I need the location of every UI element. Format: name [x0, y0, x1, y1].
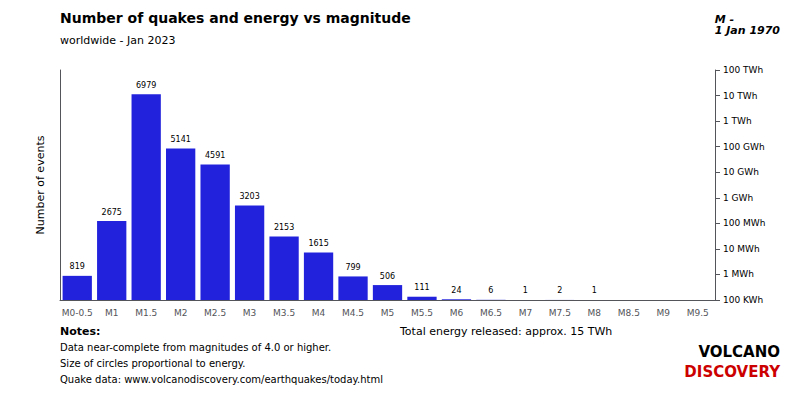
svg-text:10 GWh: 10 GWh — [723, 167, 759, 177]
svg-text:4591: 4591 — [205, 151, 225, 160]
svg-text:Total energy released: approx.: Total energy released: approx. 15 TWh — [399, 325, 612, 338]
svg-text:DISCOVERY: DISCOVERY — [684, 363, 781, 381]
svg-text:6: 6 — [488, 286, 493, 295]
svg-text:1 MWh: 1 MWh — [723, 269, 754, 279]
svg-text:1: 1 — [592, 286, 597, 295]
svg-text:M7: M7 — [519, 308, 533, 318]
svg-text:Notes:: Notes: — [60, 325, 100, 338]
svg-text:worldwide - Jan 2023: worldwide - Jan 2023 — [60, 34, 176, 47]
svg-text:M7.5: M7.5 — [549, 308, 571, 318]
svg-text:M3.5: M3.5 — [273, 308, 295, 318]
svg-text:M4: M4 — [312, 308, 326, 318]
svg-text:3203: 3203 — [239, 192, 259, 201]
svg-text:1 GWh: 1 GWh — [723, 193, 753, 203]
svg-text:Quake data: www.volcanodiscove: Quake data: www.volcanodiscovery.com/ear… — [60, 374, 383, 385]
svg-text:100 GWh: 100 GWh — [723, 142, 765, 152]
svg-text:Number of events: Number of events — [34, 135, 47, 234]
svg-text:1615: 1615 — [308, 239, 328, 248]
svg-text:10 MWh: 10 MWh — [723, 244, 760, 254]
svg-text:1 Jan 1970: 1 Jan 1970 — [715, 24, 781, 37]
svg-text:799: 799 — [345, 263, 360, 272]
svg-text:100 TWh: 100 TWh — [723, 65, 763, 75]
svg-text:2: 2 — [557, 286, 562, 295]
svg-text:1: 1 — [523, 286, 528, 295]
svg-text:M8.5: M8.5 — [618, 308, 640, 318]
svg-text:2675: 2675 — [102, 208, 122, 217]
svg-text:506: 506 — [380, 272, 395, 281]
svg-text:100 MWh: 100 MWh — [723, 218, 765, 228]
svg-text:111: 111 — [414, 283, 429, 292]
svg-text:10 TWh: 10 TWh — [723, 91, 757, 101]
svg-text:M9: M9 — [657, 308, 671, 318]
svg-text:M4.5: M4.5 — [342, 308, 364, 318]
svg-text:M3: M3 — [243, 308, 256, 318]
svg-text:100 KWh: 100 KWh — [723, 295, 763, 305]
svg-text:Number of quakes and energy vs: Number of quakes and energy vs magnitude — [60, 10, 411, 26]
svg-text:M6.5: M6.5 — [480, 308, 502, 318]
svg-text:M9.5: M9.5 — [687, 308, 709, 318]
svg-text:5141: 5141 — [170, 135, 190, 144]
svg-text:2153: 2153 — [274, 223, 294, 232]
svg-text:M6: M6 — [450, 308, 464, 318]
svg-text:6979: 6979 — [136, 81, 156, 90]
svg-text:M2.5: M2.5 — [204, 308, 226, 318]
svg-text:M8: M8 — [588, 308, 602, 318]
svg-text:24: 24 — [451, 286, 461, 295]
svg-text:Data near-complete from magnit: Data near-complete from magnitudes of 4.… — [60, 342, 331, 353]
svg-text:VOLCANO: VOLCANO — [698, 343, 780, 361]
svg-text:M1: M1 — [105, 308, 119, 318]
svg-text:819: 819 — [70, 262, 85, 271]
svg-text:M5.5: M5.5 — [411, 308, 433, 318]
svg-text:M1.5: M1.5 — [135, 308, 157, 318]
svg-text:1 TWh: 1 TWh — [723, 116, 752, 126]
svg-text:M2: M2 — [174, 308, 188, 318]
svg-text:M5: M5 — [381, 308, 395, 318]
svg-text:Size of circles proportional t: Size of circles proportional to energy. — [60, 358, 246, 369]
svg-text:M -: M - — [714, 13, 735, 26]
svg-text:M0-0.5: M0-0.5 — [62, 308, 93, 318]
